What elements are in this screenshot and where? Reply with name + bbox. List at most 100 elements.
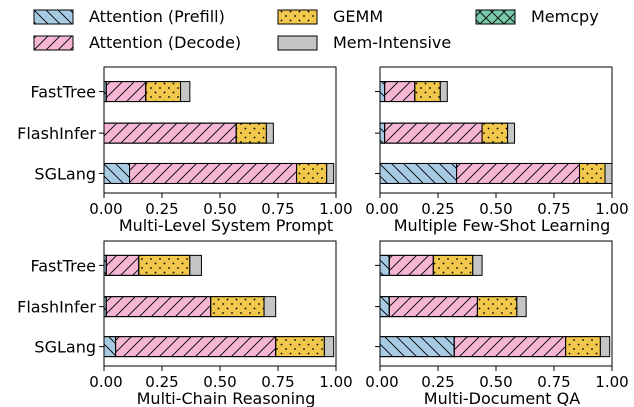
- bar-flashinfer-gemm: [476, 296, 518, 318]
- legend-entry-mem-intensive: Mem-Intensive: [277, 33, 451, 52]
- bar-segment: [189, 254, 202, 276]
- legend-swatch-hatch: [277, 9, 318, 25]
- legend-label: Memcpy: [531, 7, 599, 26]
- y-tick-label: SGLang: [34, 164, 96, 183]
- y-tick-label: FastTree: [31, 256, 96, 275]
- bar-flashinfer-attention-decode: [384, 122, 483, 144]
- bar-segment-hatch: [105, 254, 140, 276]
- x-tick-label: 0.00: [365, 373, 398, 391]
- bar-fasttree-attention-prefill: [379, 254, 390, 276]
- bar-segment-hatch: [481, 122, 509, 144]
- bar-flashinfer-mem-intensive: [265, 122, 274, 144]
- x-tick-label: 0.50: [203, 200, 236, 218]
- bar-segment-hatch: [105, 296, 212, 318]
- bar-fasttree-gemm: [414, 81, 441, 103]
- x-axis-label: Multi-Level System Prompt: [119, 216, 333, 235]
- panel-multi-chain-reasoning: FastTree FlashInfer SGLang 0.00 0.25 0.50 0.75…: [17, 240, 353, 407]
- bar-segment-hatch: [296, 162, 328, 184]
- x-tick-label: 0.00: [89, 200, 122, 218]
- legend-entry-attention-decode: Attention (Decode): [33, 33, 241, 52]
- bar-segment-hatch: [129, 162, 298, 184]
- legend: Attention (Prefill) Attention (Decode) GEM…: [33, 7, 599, 52]
- x-tick-label: 0.75: [537, 200, 570, 218]
- bar-sglang-gemm: [275, 336, 325, 358]
- bar-flashinfer-attention-prefill: [379, 296, 390, 318]
- bar-segment: [599, 336, 611, 358]
- bar-sglang-gemm: [579, 162, 606, 184]
- bar-segment-hatch: [432, 254, 474, 276]
- x-tick-label: 1.00: [595, 200, 628, 218]
- bar-sglang-gemm: [296, 162, 328, 184]
- bar-segment-hatch: [379, 122, 386, 144]
- bar-segment-hatch: [379, 81, 386, 103]
- bar-fasttree-attention-prefill: [379, 81, 386, 103]
- bar-sglang-mem-intensive: [326, 162, 335, 184]
- bar-segment-hatch: [456, 162, 581, 184]
- legend-entry-gemm: GEMM: [277, 7, 383, 26]
- bar-fasttree-mem-intensive: [180, 81, 191, 103]
- y-tick-label: SGLang: [34, 338, 96, 357]
- bar-segment: [323, 336, 335, 358]
- x-tick-label: 0.50: [479, 200, 512, 218]
- legend-entry-attention-prefill: Attention (Prefill): [33, 7, 225, 26]
- legend-swatch-hatch: [475, 9, 516, 25]
- bar-segment-hatch: [145, 81, 182, 103]
- bar-flashinfer-attention-decode: [388, 296, 478, 318]
- bar-sglang-attention-prefill: [379, 336, 455, 358]
- bar-fasttree-mem-intensive: [439, 81, 448, 103]
- bar-segment-hatch: [565, 336, 601, 358]
- bar-segment-hatch: [379, 162, 458, 184]
- bar-segment-hatch: [235, 122, 267, 144]
- legend-label: Mem-Intensive: [333, 33, 451, 52]
- x-axis-label: Multi-Document QA: [424, 389, 580, 407]
- bar-segment-hatch: [388, 254, 434, 276]
- x-tick-label: 0.75: [261, 373, 294, 391]
- y-tick-label: FlashInfer: [17, 124, 96, 143]
- bar-sglang-gemm: [565, 336, 601, 358]
- bar-segment: [180, 81, 191, 103]
- legend-swatch-hatch: [33, 9, 74, 25]
- bar-fasttree-gemm: [145, 81, 182, 103]
- x-tick-label: 1.00: [319, 373, 352, 391]
- x-tick-label: 1.00: [319, 200, 352, 218]
- x-tick-label: 1.00: [595, 373, 628, 391]
- bar-fasttree-attention-decode: [384, 81, 416, 103]
- bar-segment: [507, 122, 516, 144]
- bar-segment: [439, 81, 448, 103]
- bar-segment-hatch: [453, 336, 567, 358]
- bar-fasttree-gemm: [432, 254, 474, 276]
- bar-sglang-mem-intensive: [599, 336, 611, 358]
- bar-flashinfer-gemm: [210, 296, 265, 318]
- x-tick-label: 0.25: [145, 200, 178, 218]
- bar-segment-hatch: [103, 162, 131, 184]
- x-tick-label: 0.75: [261, 200, 294, 218]
- bar-sglang-attention-decode: [456, 162, 581, 184]
- bar-sglang-attention-decode: [453, 336, 567, 358]
- bar-segment: [604, 162, 613, 184]
- bar-flashinfer-mem-intensive: [516, 296, 527, 318]
- x-tick-label: 0.00: [89, 373, 122, 391]
- legend-label: GEMM: [333, 7, 383, 26]
- bar-sglang-attention-prefill: [103, 336, 117, 358]
- bar-sglang-attention-decode: [129, 162, 298, 184]
- bar-flashinfer-attention-decode: [103, 122, 237, 144]
- bar-segment: [516, 296, 527, 318]
- bar-segment-hatch: [388, 296, 478, 318]
- bar-fasttree-mem-intensive: [189, 254, 202, 276]
- x-tick-label: 0.50: [203, 373, 236, 391]
- bar-segment-hatch: [210, 296, 265, 318]
- bar-flashinfer-attention-decode: [105, 296, 212, 318]
- bar-segment-hatch: [379, 336, 455, 358]
- bar-segment-hatch: [138, 254, 191, 276]
- bar-segment-hatch: [115, 336, 277, 358]
- panel-multi-document-qa: 0.00 0.25 0.50 0.75 1.00 Multi-Document QA: [365, 240, 629, 407]
- bar-flashinfer-gemm: [481, 122, 509, 144]
- x-axis-label: Multi-Chain Reasoning: [137, 389, 316, 407]
- bar-fasttree-attention-decode: [105, 254, 140, 276]
- bar-sglang-attention-prefill: [379, 162, 458, 184]
- bar-segment: [472, 254, 483, 276]
- bar-fasttree-gemm: [138, 254, 191, 276]
- bar-sglang-attention-prefill: [103, 162, 131, 184]
- legend-swatch-hatch: [33, 35, 74, 51]
